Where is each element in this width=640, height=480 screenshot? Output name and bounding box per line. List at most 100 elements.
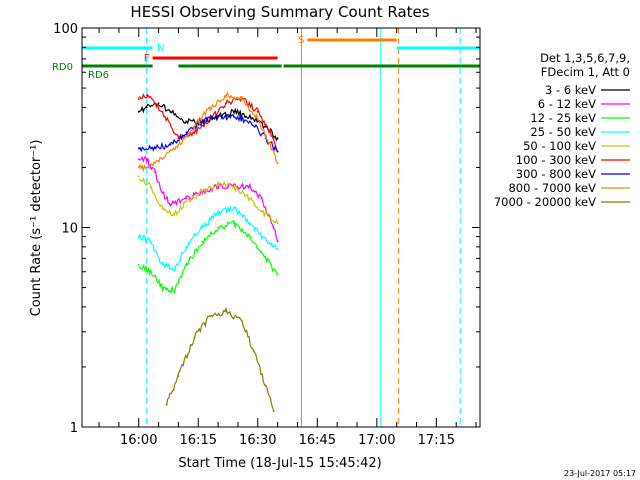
- series-8: [165, 306, 275, 413]
- series-8-point-5: [241, 320, 243, 322]
- series-2-point-6: [217, 226, 220, 229]
- series-2-point-5: [201, 240, 204, 243]
- series-3-point-2: [161, 263, 164, 266]
- series-0-point-10: [276, 137, 279, 140]
- series-8-point-2: [193, 336, 196, 339]
- series-3-point-9: [260, 235, 263, 238]
- x-tick-label-0: 16:00: [120, 433, 157, 448]
- series-5: [137, 93, 279, 153]
- series-0-point-1: [145, 106, 148, 109]
- series-line-5: [138, 93, 279, 152]
- series-6-point-3: [185, 131, 188, 134]
- series-4-point-9: [260, 210, 263, 213]
- series-0-point-0: [137, 110, 140, 113]
- series-7-point-8: [256, 118, 259, 120]
- x-tick-label-3: 16:45: [299, 433, 336, 448]
- series-4: [137, 175, 279, 225]
- series-4-point-1: [149, 185, 152, 188]
- series-8-point-8: [272, 410, 275, 413]
- series-6-point-0: [137, 147, 140, 150]
- series-3-point-0: [137, 235, 140, 238]
- legend-label-0: 3 - 6 keV: [545, 83, 596, 97]
- series-0-point-8: [248, 115, 251, 118]
- series-7: [137, 90, 279, 173]
- series-2-point-10: [276, 273, 279, 276]
- series-1-point-12: [276, 240, 279, 243]
- legend-label-4: 50 - 100 keV: [523, 139, 596, 153]
- series-7-point-10: [276, 162, 279, 165]
- y-tick-label-1: 10: [61, 222, 78, 237]
- legend-header-line-1: Det 1,3,5,6,7,9,: [540, 51, 630, 65]
- series-4-point-3: [173, 214, 176, 217]
- flag-label-f: F: [144, 53, 150, 64]
- series-4-point-6: [217, 183, 220, 186]
- legend-label-5: 100 - 300 keV: [516, 153, 596, 167]
- series-line-3: [138, 204, 278, 272]
- series-8-point-6: [252, 350, 255, 353]
- series-2: [137, 220, 279, 295]
- series-6-point-4: [201, 120, 204, 123]
- series-line-8: [165, 306, 275, 412]
- series-6-point-6: [233, 115, 235, 118]
- series-1-point-11: [272, 226, 275, 229]
- flag-label-s: S: [298, 35, 304, 46]
- legend-label-8: 7000 - 20000 keV: [494, 195, 596, 209]
- series-2-point-7: [233, 222, 235, 225]
- legend-label-6: 300 - 800 keV: [516, 167, 596, 181]
- series-7-point-3: [177, 143, 180, 146]
- series-0-point-3: [169, 110, 172, 113]
- series-3-point-6: [217, 210, 220, 213]
- series-1-point-4: [169, 203, 172, 206]
- series-0-point-9: [264, 125, 267, 128]
- series-8-point-1: [177, 375, 180, 377]
- series-6-point-5: [217, 115, 220, 118]
- axes: 1 10 100 16:00 16:15 16:30 16:45 17:00 17:15: [53, 22, 481, 448]
- series-7-point-5: [209, 106, 212, 109]
- series-1-point-0: [137, 158, 140, 161]
- series-2-point-9: [260, 251, 263, 254]
- series-6-point-9: [276, 150, 279, 153]
- series-line-7: [138, 90, 279, 173]
- series-4-point-8: [248, 197, 251, 200]
- series-2-point-0: [137, 263, 140, 266]
- series-2-point-4: [185, 263, 188, 266]
- series-1-point-2: [153, 170, 156, 173]
- series-3-point-5: [201, 226, 204, 229]
- series-3-point-4: [185, 245, 188, 248]
- series-3-point-10: [276, 248, 279, 250]
- series-3-point-1: [149, 240, 152, 243]
- series-8-point-4: [225, 310, 227, 313]
- series-3-point-7: [233, 207, 235, 210]
- series-5-point-4: [193, 131, 196, 134]
- series-7-point-9: [272, 150, 275, 153]
- x-tick-label-1: 16:15: [180, 433, 217, 448]
- series-5-point-2: [161, 110, 164, 113]
- legend-label-2: 12 - 25 keV: [530, 111, 596, 125]
- series-4-point-5: [201, 191, 204, 194]
- series-7-point-1: [145, 166, 148, 169]
- series-6-point-2: [169, 143, 172, 146]
- series-5-point-3: [177, 137, 180, 140]
- flag-label-rd0: RD0: [52, 62, 73, 73]
- series-3-point-3: [173, 268, 176, 270]
- series-5-point-6: [225, 102, 227, 105]
- series-1-point-10: [260, 197, 263, 200]
- series-7-point-6: [225, 94, 227, 97]
- series-7-point-7: [241, 98, 243, 101]
- y-tick-label-0: 1: [70, 421, 78, 436]
- legend-header-line-2: FDecim 1, Att 0: [541, 65, 630, 79]
- legend-label-7: 800 - 7000 keV: [508, 181, 596, 195]
- series-3: [137, 204, 279, 272]
- series-1-point-9: [248, 185, 251, 188]
- series-2-point-1: [149, 270, 152, 273]
- series-line-2: [138, 220, 279, 295]
- y-tick-label-2: 100: [53, 22, 78, 37]
- series-2-point-2: [161, 286, 164, 289]
- series-4-point-4: [185, 200, 188, 203]
- series-4-point-7: [233, 185, 235, 188]
- series-0-point-7: [233, 110, 235, 113]
- series-2-point-8: [248, 235, 251, 238]
- series-4-point-0: [137, 175, 140, 178]
- x-tick-label-2: 16:30: [239, 433, 276, 448]
